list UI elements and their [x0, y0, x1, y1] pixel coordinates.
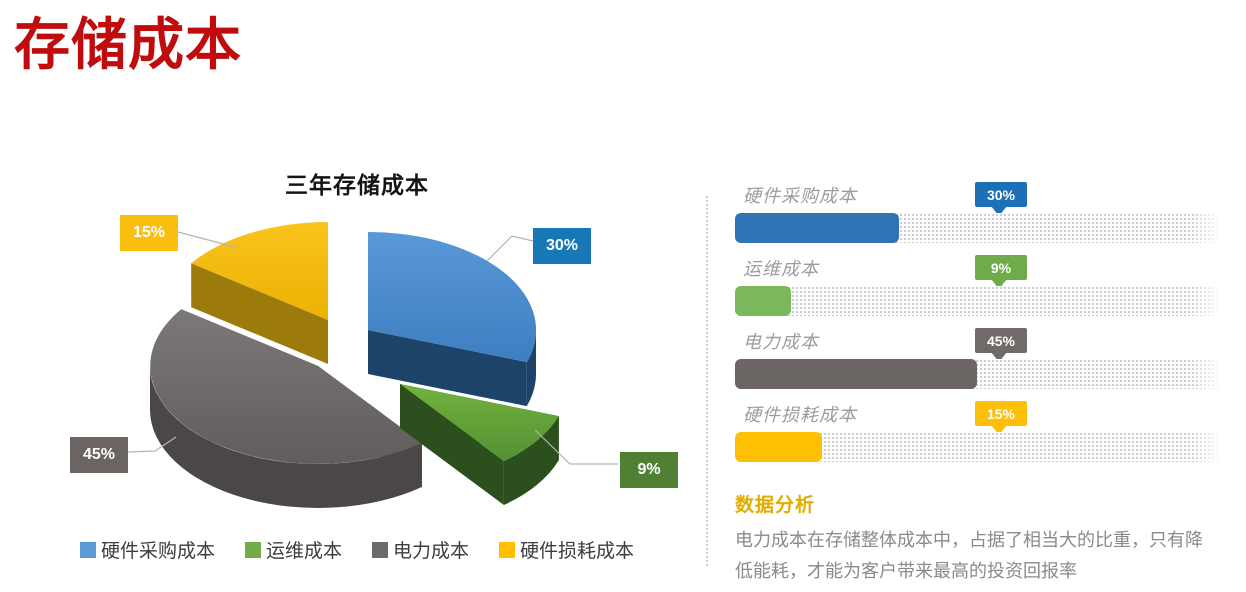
bar-label: 硬件损耗成本	[743, 405, 857, 425]
value-badge: 15%	[975, 401, 1027, 426]
bar-fill	[735, 432, 822, 462]
bar-row: 硬件损耗成本 15%	[735, 401, 1221, 474]
callout-line	[177, 231, 236, 248]
callout-line	[534, 429, 618, 465]
bar-label: 硬件采购成本	[743, 186, 857, 206]
pie-slice-top	[150, 309, 422, 464]
legend-swatch	[499, 541, 516, 558]
pie-slice-top	[400, 384, 559, 461]
pie-chart-3d	[127, 222, 618, 508]
callout-line	[486, 235, 534, 262]
pie-slice-rim	[503, 416, 559, 505]
legend-label: 电力成本	[393, 541, 470, 562]
legend-item: 硬件采购成本	[79, 536, 215, 563]
pie-chart-title: 三年存储成本	[285, 172, 429, 198]
pie-slice-rim	[526, 330, 537, 407]
bar-row: 硬件采购成本 30%	[735, 182, 1221, 255]
bar-track	[735, 213, 1221, 243]
analysis-body: 电力成本在存储整体成本中，占据了相当大的比重，只有降低能耗，才能为客户带来最高的…	[735, 530, 1203, 581]
pie-slice-top	[191, 222, 328, 320]
bar-fill	[735, 359, 977, 389]
legend-label: 硬件采购成本	[100, 541, 215, 562]
legend-item: 运维成本	[244, 536, 342, 563]
bar-track	[735, 359, 1221, 389]
callout-line	[127, 436, 177, 453]
pie-data-label: 9%	[620, 452, 678, 488]
bar-fill	[735, 286, 792, 316]
value-badge-pointer	[991, 206, 1007, 216]
value-badge-pointer	[991, 279, 1007, 289]
legend-swatch	[372, 541, 388, 558]
panel-divider	[706, 196, 708, 566]
bar-chart: 硬件采购成本 30% 运维成本 9% 电力成本 45% 硬件损耗成本 15%	[735, 182, 1221, 474]
pie-slice-rim	[150, 366, 422, 508]
pie-data-label: 15%	[120, 215, 178, 251]
bar-row: 运维成本 9%	[735, 255, 1221, 328]
bars-panel: 硬件采购成本 30% 运维成本 9% 电力成本 45% 硬件损耗成本 15% 数据分析 电力成…	[735, 182, 1221, 587]
pie-data-label: 30%	[533, 228, 591, 264]
bar-label: 电力成本	[743, 332, 819, 352]
pie-slice-side	[400, 384, 504, 505]
legend-swatch	[244, 541, 261, 558]
bar-fill	[735, 213, 900, 243]
bar-track	[735, 432, 1221, 462]
legend-swatch	[79, 541, 96, 558]
pie-chart-panel: 三年存储成本 30% 9% 45% 15% 硬件采购成本 运维成本 电力成本 硬件损耗成本	[0, 172, 714, 563]
analysis-section: 数据分析 电力成本在存储整体成本中，占据了相当大的比重，只有降低能耗，才能为客户…	[735, 490, 1221, 587]
bar-label: 运维成本	[743, 259, 819, 279]
bar-row: 电力成本 45%	[735, 328, 1221, 401]
value-badge-pointer	[991, 352, 1007, 362]
pie-slice-top	[368, 232, 537, 363]
value-badge-pointer	[991, 425, 1007, 435]
pie-slice-side	[368, 330, 527, 407]
analysis-heading: 数据分析	[735, 495, 816, 516]
pie-data-label: 45%	[70, 437, 128, 473]
legend-item: 电力成本	[372, 536, 469, 563]
legend-label: 硬件损耗成本	[520, 541, 635, 562]
value-badge: 9%	[975, 255, 1027, 280]
bar-track	[735, 286, 1221, 316]
value-badge: 30%	[975, 182, 1027, 207]
page-title: 存储成本	[14, 13, 242, 76]
pie-slice-side	[191, 263, 328, 364]
pie-legend: 硬件采购成本 运维成本 电力成本 硬件损耗成本	[0, 536, 714, 563]
value-badge: 45%	[975, 328, 1027, 353]
legend-label: 运维成本	[265, 541, 342, 562]
legend-item: 硬件损耗成本	[499, 536, 634, 563]
